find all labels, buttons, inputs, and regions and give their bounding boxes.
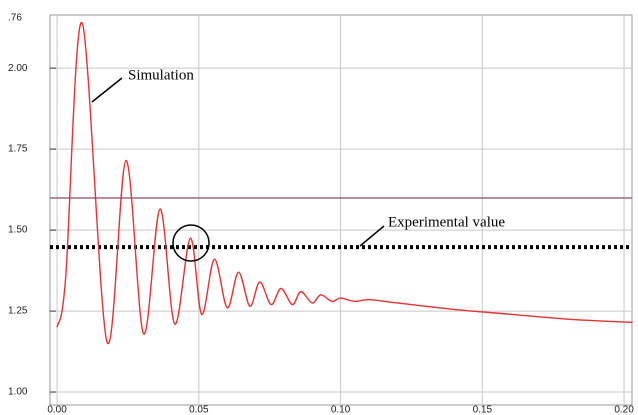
annotation-pointer: [359, 225, 385, 247]
annotation-pointer: [91, 77, 123, 103]
y-tick-label: 2.00: [8, 63, 28, 74]
y-tick-label: 1.75: [8, 144, 28, 155]
x-tick-label: 0.05: [189, 405, 209, 415]
series-line: [56, 22, 633, 345]
y-tick-label: 1.00: [8, 387, 28, 398]
reference-label: Experimental value: [388, 214, 505, 230]
y-top-label: .76: [8, 13, 22, 24]
x-tick-label: 0.20: [614, 405, 634, 415]
x-tick-label: 0.15: [473, 405, 493, 415]
y-tick-label: 1.25: [8, 306, 28, 317]
series-label: Simulation: [128, 67, 194, 83]
highlight-circle: [172, 224, 210, 262]
y-tick-label: 1.50: [8, 225, 28, 236]
x-tick-label: 0.00: [47, 405, 67, 415]
x-tick-label: 0.10: [331, 405, 351, 415]
